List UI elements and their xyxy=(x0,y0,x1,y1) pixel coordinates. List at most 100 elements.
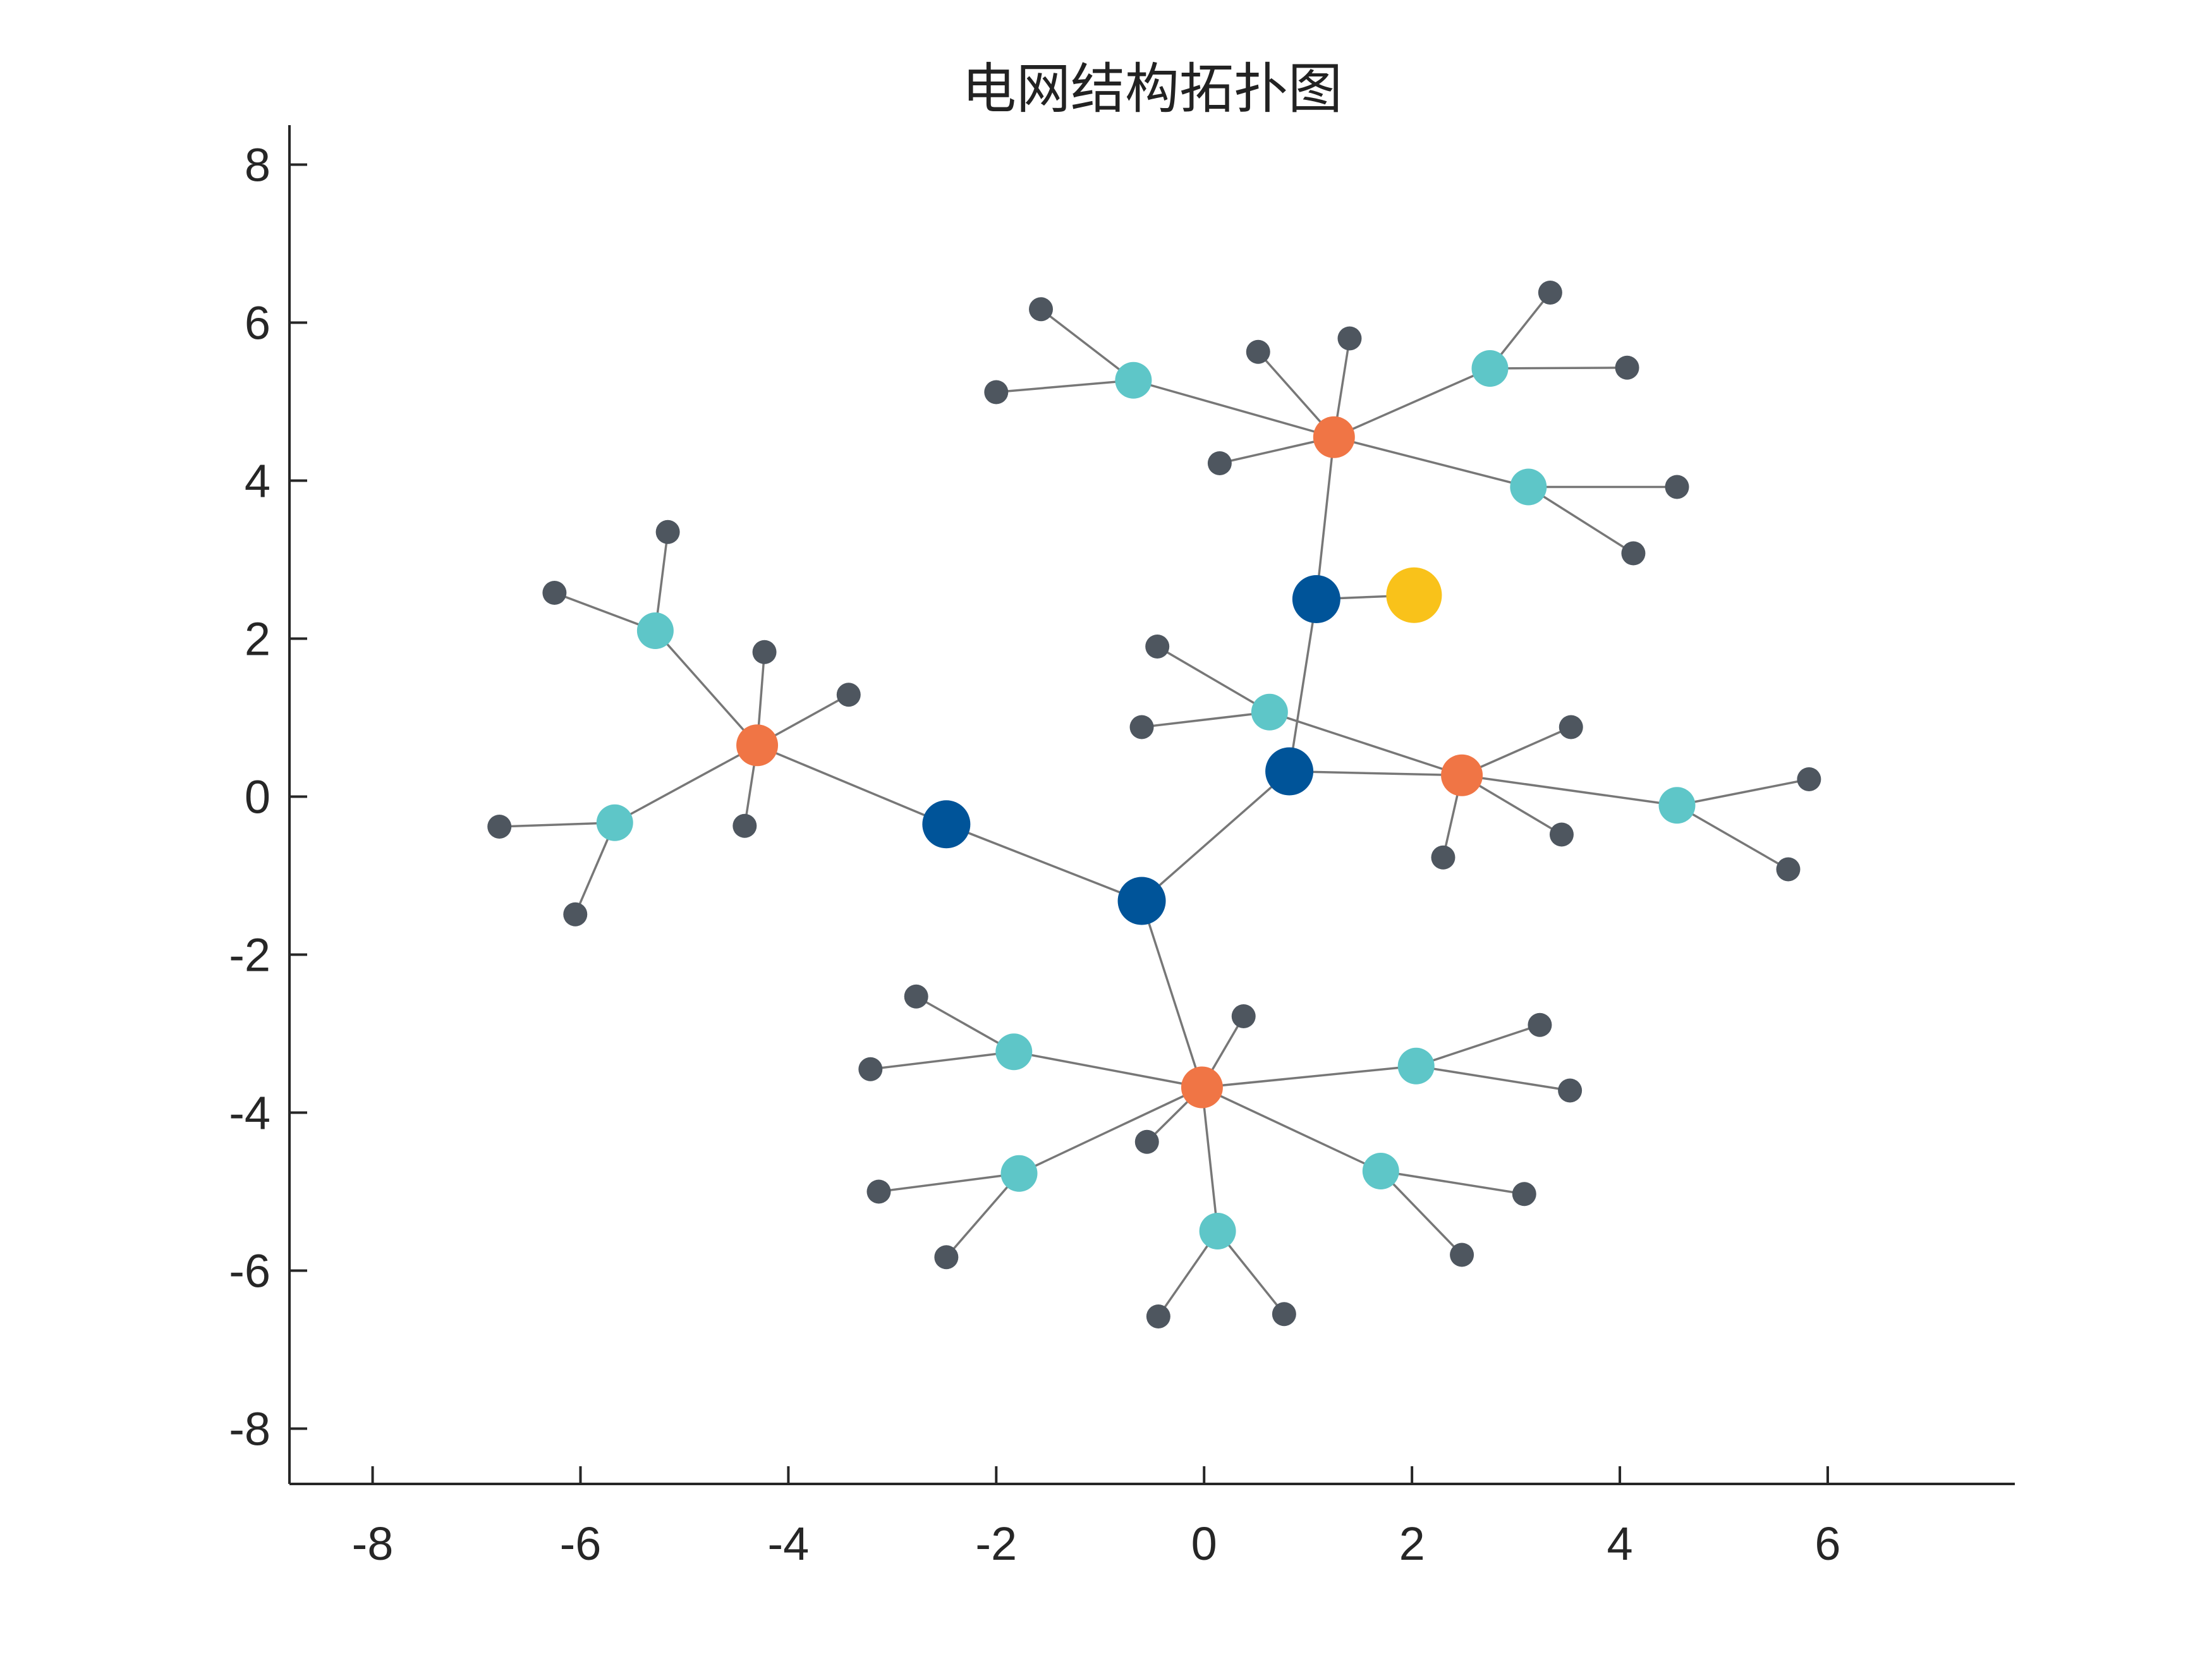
edge-line xyxy=(1677,778,1809,806)
edge-line xyxy=(1201,1086,1382,1172)
load-node xyxy=(1615,355,1639,380)
edge-line xyxy=(1380,1170,1463,1256)
x-tick-label: 6 xyxy=(1814,1517,1840,1570)
edge-line xyxy=(1140,900,1203,1088)
load-node xyxy=(1776,857,1801,882)
distribution-node xyxy=(1251,693,1288,731)
edge-line xyxy=(1416,1024,1540,1067)
load-node xyxy=(1559,715,1583,739)
y-tick-label: 8 xyxy=(245,139,270,191)
hub-node xyxy=(1181,1066,1223,1109)
x-tick-label: 0 xyxy=(1191,1517,1217,1570)
load-node xyxy=(542,581,567,605)
load-node xyxy=(1129,715,1154,739)
load-node xyxy=(1029,297,1054,322)
load-node xyxy=(752,640,777,664)
y-tick-label: 0 xyxy=(245,771,270,823)
substation-node xyxy=(1265,747,1314,796)
y-tick-label: -6 xyxy=(229,1245,270,1297)
load-node xyxy=(934,1245,959,1270)
edge-line xyxy=(499,822,615,828)
load-node xyxy=(1450,1243,1474,1267)
substation-node xyxy=(1117,877,1166,925)
distribution-node xyxy=(1362,1153,1399,1189)
edge-line xyxy=(1013,1050,1203,1089)
x-tick-label: -6 xyxy=(560,1517,602,1570)
hub-node xyxy=(1441,754,1483,796)
load-node xyxy=(1528,1012,1552,1037)
edge-line xyxy=(878,1172,1019,1193)
load-node xyxy=(904,984,928,1009)
edge-line xyxy=(1528,486,1634,554)
distribution-node xyxy=(1115,362,1152,399)
load-node xyxy=(1665,475,1689,499)
edge-line xyxy=(1288,599,1318,772)
distribution-node xyxy=(1000,1155,1038,1192)
edge-line xyxy=(614,744,758,824)
load-node xyxy=(1145,635,1170,659)
edge-line xyxy=(996,379,1134,394)
edge-line xyxy=(1018,1086,1203,1175)
hub-node xyxy=(736,724,779,767)
node-layer xyxy=(487,281,1821,1328)
load-node xyxy=(1134,1129,1159,1154)
distribution-node xyxy=(1510,468,1547,506)
edge-line xyxy=(1315,437,1335,600)
edge-line xyxy=(1461,774,1677,806)
y-tick-label: 6 xyxy=(245,297,270,349)
edge-line xyxy=(1269,711,1462,777)
edge-line xyxy=(915,995,1015,1053)
edge-line xyxy=(654,629,758,746)
edge-line xyxy=(1201,1087,1219,1232)
load-node xyxy=(1337,326,1362,351)
load-node xyxy=(836,683,861,707)
edge-line xyxy=(1201,1065,1416,1089)
distribution-node xyxy=(1471,350,1509,387)
edge-layer xyxy=(499,291,1809,1317)
load-node xyxy=(487,815,512,839)
edge-line xyxy=(1676,804,1789,871)
edge-line xyxy=(1334,436,1529,489)
load-node xyxy=(1558,1078,1583,1103)
load-node xyxy=(866,1179,891,1204)
edge-line xyxy=(1380,1170,1525,1195)
edge-line xyxy=(870,1050,1014,1071)
x-tick-label: 4 xyxy=(1607,1517,1632,1570)
edge-line xyxy=(1289,770,1462,777)
edge-line xyxy=(1133,379,1335,439)
edge-line xyxy=(1157,645,1270,714)
load-node xyxy=(1431,845,1455,870)
distribution-node xyxy=(1199,1213,1236,1249)
x-tick-label: 2 xyxy=(1399,1517,1425,1570)
chart-title: 电网结构拓扑图 xyxy=(962,58,1342,121)
load-node xyxy=(1621,541,1646,566)
load-node xyxy=(984,380,1009,404)
y-tick-label: 2 xyxy=(245,613,270,665)
load-node xyxy=(1207,451,1232,475)
distribution-node xyxy=(1658,787,1696,824)
load-node xyxy=(1538,281,1562,305)
load-node xyxy=(1272,1302,1296,1327)
edge-line xyxy=(945,1172,1020,1258)
substation-node xyxy=(922,800,971,849)
edge-line xyxy=(945,823,1143,902)
distribution-node xyxy=(636,612,674,649)
load-node xyxy=(1246,339,1270,364)
load-node xyxy=(1231,1004,1256,1028)
y-tick-label: 4 xyxy=(245,455,270,507)
load-node xyxy=(563,902,588,927)
load-node xyxy=(1512,1182,1536,1206)
edge-line xyxy=(1141,770,1291,902)
edge-line xyxy=(1040,308,1134,382)
distribution-node xyxy=(995,1033,1033,1071)
y-tick-label: -8 xyxy=(229,1403,270,1455)
x-tick-label: -2 xyxy=(975,1517,1017,1570)
x-tick-label: -8 xyxy=(352,1517,394,1570)
hub-node xyxy=(1313,416,1355,458)
source-node xyxy=(1386,567,1442,623)
distribution-node xyxy=(596,804,633,841)
edge-line xyxy=(1334,367,1491,439)
load-node xyxy=(1146,1304,1170,1328)
edge-line xyxy=(757,744,947,825)
load-node xyxy=(1797,767,1821,791)
